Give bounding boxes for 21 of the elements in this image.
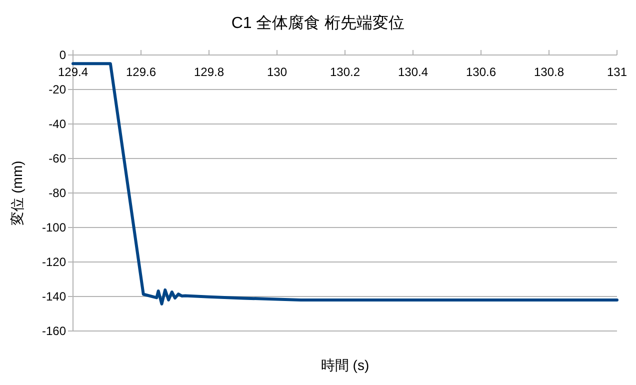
y-axis-title: 変位 (mm) [9,160,25,226]
x-tick-label: 129.6 [126,65,156,79]
x-tick-label: 130.4 [398,65,428,79]
x-tick-label: 130 [266,65,288,79]
y-tick-label: -60 [48,152,66,166]
y-tick-label: 0 [59,48,66,62]
x-tick-label: 131 [606,65,628,79]
x-tick-label: 129.8 [194,65,224,79]
y-tick-label: -100 [42,220,66,235]
y-tick-label: -140 [42,290,66,304]
x-tick-label: 130.6 [466,65,496,79]
y-tick-label: -120 [42,255,66,270]
y-tick-label: -160 [42,324,66,338]
x-tick-label: 130.8 [534,65,564,79]
x-axis-title: 時間 (s) [320,357,370,373]
y-tick-label: -80 [48,186,66,200]
x-tick-label: 129.4 [58,65,88,79]
y-tick-label: -40 [48,117,66,132]
chart-title: C1 全体腐食 桁先端変位 [231,14,405,32]
y-tick-label: -20 [48,82,66,97]
x-tick-label: 130.2 [330,65,360,79]
